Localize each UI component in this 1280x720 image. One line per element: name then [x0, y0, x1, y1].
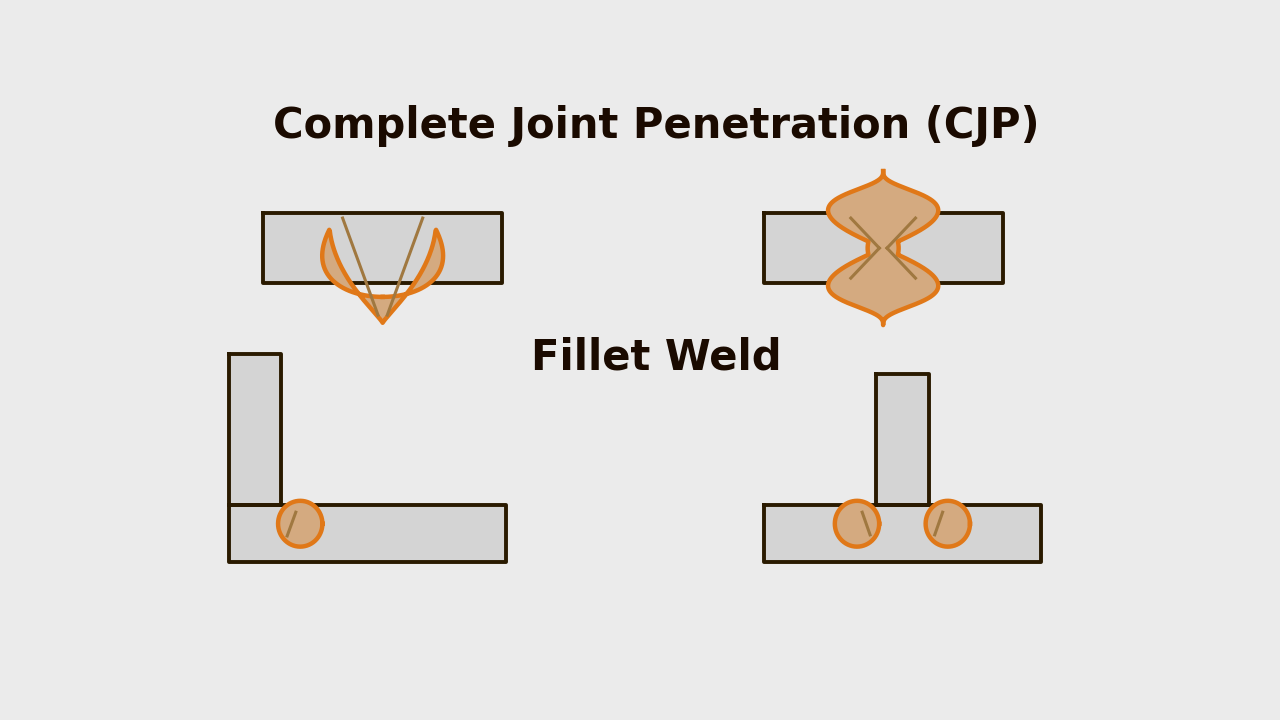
Polygon shape: [764, 505, 1041, 562]
Polygon shape: [828, 171, 938, 325]
Polygon shape: [835, 501, 879, 546]
Polygon shape: [278, 501, 323, 546]
Text: Fillet Weld: Fillet Weld: [531, 336, 781, 379]
Polygon shape: [229, 354, 282, 505]
Polygon shape: [229, 505, 506, 562]
Polygon shape: [264, 213, 502, 283]
Text: Complete Joint Penetration (CJP): Complete Joint Penetration (CJP): [273, 105, 1039, 148]
Polygon shape: [764, 213, 1002, 283]
Polygon shape: [877, 374, 928, 505]
Polygon shape: [925, 501, 970, 546]
Polygon shape: [323, 230, 443, 323]
